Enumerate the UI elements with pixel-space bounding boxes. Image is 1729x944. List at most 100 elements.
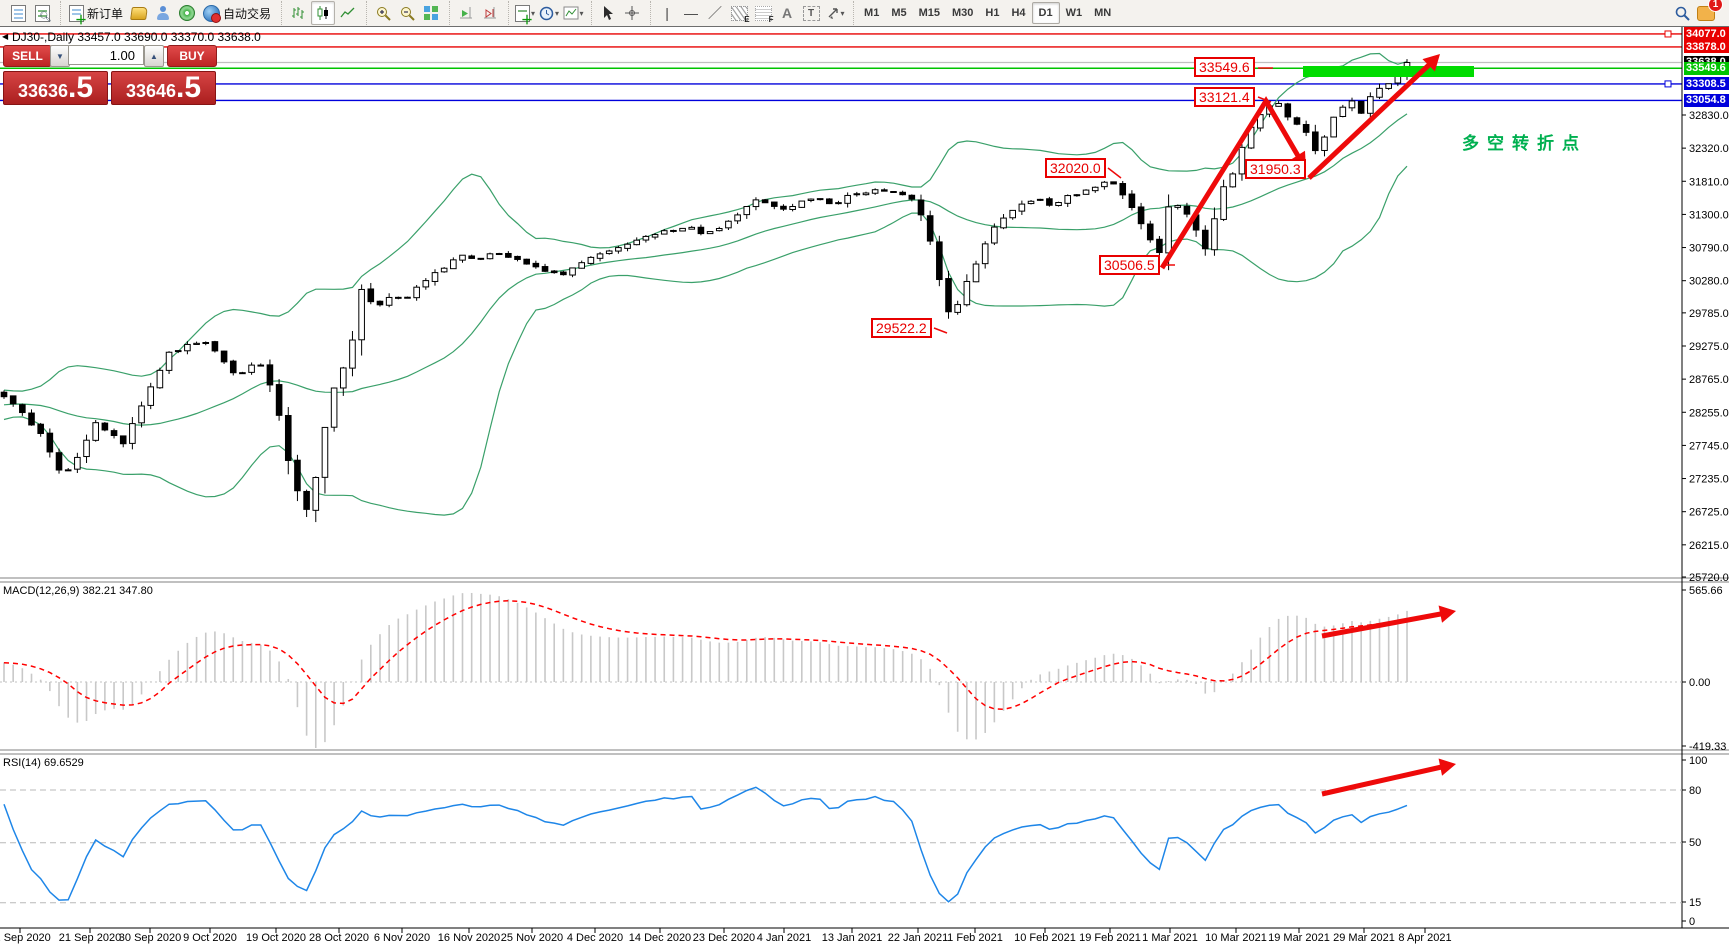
timeframe-m5[interactable]: M5 — [891, 7, 907, 19]
autotrade-label: 自动交易 — [223, 6, 272, 21]
zoom-in-button[interactable] — [372, 2, 394, 24]
new-order-button[interactable]: ＋ 新订单 — [66, 2, 126, 26]
line-chart-icon — [340, 7, 355, 18]
chart-window-icon[interactable] — [7, 2, 29, 24]
chart-preview-icon[interactable]: 🔍︎ — [31, 2, 53, 24]
window-collapse-icon[interactable]: ◀ — [2, 32, 9, 41]
price-annotation-box[interactable]: 29522.2 — [871, 318, 932, 338]
market-watch-icon[interactable] — [128, 2, 150, 24]
date-label: 19 Feb 2021 — [1079, 932, 1141, 944]
candlestick-chart-button[interactable] — [311, 1, 336, 25]
date-label: 14 Dec 2020 — [629, 932, 691, 944]
zoom-out-icon — [400, 6, 415, 21]
shapes-button[interactable]: ▾ — [824, 2, 846, 24]
signals-icon[interactable] — [176, 2, 198, 24]
indicators-button[interactable]: ＋ ▾ — [514, 2, 536, 26]
indicator-tick-label: 15 — [1689, 897, 1701, 909]
macd-arrow[interactable] — [1321, 610, 1447, 639]
price-level-badge: 33054.8 — [1684, 93, 1729, 107]
volume-up-button[interactable]: ▲ — [144, 45, 164, 67]
candlestick-chart-icon — [317, 6, 329, 20]
macd-signal-line — [3, 600, 1408, 711]
zoom-out-button[interactable] — [396, 2, 418, 24]
line-chart-button[interactable] — [337, 2, 359, 24]
date-label: 1 Mar 2021 — [1142, 932, 1198, 944]
date-label: 11 Sep 2020 — [0, 932, 51, 944]
price-annotation-box[interactable]: 33121.4 — [1194, 87, 1255, 107]
vertical-line-button[interactable]: | — [665, 5, 669, 21]
fibonacci-icon: F — [754, 5, 774, 24]
timeframe-m15[interactable]: M15 — [918, 7, 940, 19]
buy-price-frac: .5 — [176, 71, 202, 104]
price-tick-label: 26215.0 — [1689, 540, 1729, 552]
price-level-badge: 34077.0 — [1684, 27, 1729, 41]
chart-window[interactable]: 32830.0 32320.0 31810.0 31300.0 30790.0 30280… — [0, 27, 1729, 944]
chart-shift-icon — [484, 7, 497, 19]
buy-button[interactable]: BUY — [167, 45, 217, 67]
channel-button[interactable]: E — [728, 2, 750, 24]
date-label: 25 Nov 2020 — [501, 932, 563, 944]
timeframe-mn[interactable]: MN — [1094, 7, 1112, 19]
price-annotation-box[interactable]: 33549.6 — [1194, 57, 1255, 77]
clock-icon — [539, 6, 554, 20]
autotrade-button[interactable]: 自动交易 — [200, 2, 274, 24]
timeframe-d1[interactable]: D1 — [1031, 2, 1060, 24]
bar-chart-button[interactable] — [287, 2, 309, 24]
volume-input[interactable]: 1.00 — [68, 45, 144, 65]
date-label: 23 Dec 2020 — [693, 932, 755, 944]
buy-price-main: 33646 — [125, 81, 177, 101]
price-annotation-box[interactable]: 30506.5 — [1099, 255, 1160, 275]
annotation-connector — [933, 327, 948, 334]
green-band-annotation[interactable] — [1303, 66, 1474, 77]
timeframe-h4[interactable]: H4 — [1011, 7, 1026, 19]
bollinger-bands — [3, 52, 1408, 516]
trend-arrow-v[interactable] — [1159, 96, 1304, 270]
search-icon[interactable] — [1671, 2, 1693, 24]
buy-price-box[interactable]: 33646 .5 — [111, 71, 216, 105]
autoscroll-button[interactable] — [455, 2, 477, 24]
line-handle[interactable] — [1664, 30, 1672, 38]
rsi-arrow[interactable] — [1321, 763, 1447, 797]
notifications-button[interactable]: 1 — [1695, 0, 1723, 24]
templates-button[interactable]: ▾ — [562, 2, 584, 24]
price-annotation-box[interactable]: 32020.0 — [1045, 158, 1106, 178]
price-tick-label: 27745.0 — [1689, 440, 1729, 452]
date-label: 10 Mar 2021 — [1205, 932, 1267, 944]
fibonacci-button[interactable]: F — [752, 2, 774, 24]
trend-arrow-up[interactable] — [1307, 60, 1434, 180]
timeframe-m30[interactable]: M30 — [952, 7, 974, 19]
sell-price-box[interactable]: 33636 .5 — [3, 71, 108, 105]
price-tick-label: 32320.0 — [1689, 143, 1729, 155]
sell-button[interactable]: SELL — [3, 45, 52, 67]
date-label: 4 Dec 2020 — [567, 932, 623, 944]
macd-histogram — [3, 592, 1408, 749]
chart-canvas[interactable]: 32830.0 32320.0 31810.0 31300.0 30790.0 30280… — [0, 27, 1729, 944]
date-label: 1 Feb 2021 — [947, 932, 1003, 944]
cursor-button[interactable] — [597, 2, 619, 24]
tile-windows-button[interactable] — [420, 2, 442, 24]
shapes-icon — [828, 8, 838, 19]
community-icon[interactable] — [152, 2, 174, 24]
price-tick-label: 26725.0 — [1689, 507, 1729, 519]
candlestick-series — [0, 59, 1411, 523]
timeframe-w1[interactable]: W1 — [1065, 7, 1083, 19]
price-annotation-box[interactable]: 31950.3 — [1245, 159, 1306, 179]
crosshair-button[interactable] — [621, 2, 643, 24]
trendline-button[interactable]: ／ — [708, 5, 723, 21]
text-label-icon: T — [802, 5, 820, 21]
horizontal-line-button[interactable]: — — [684, 5, 699, 21]
timeframe-m1[interactable]: M1 — [864, 7, 880, 19]
volume-down-button[interactable]: ▼ — [50, 45, 70, 67]
sell-price-frac: .5 — [68, 71, 94, 104]
periods-button[interactable]: ▾ — [538, 2, 560, 24]
line-handle[interactable] — [1664, 80, 1672, 88]
chart-title: DJ30-,Daily 33457.0 33690.0 33370.0 3363… — [12, 30, 261, 44]
text-label-button[interactable]: T — [800, 2, 822, 24]
timeframe-h1[interactable]: H1 — [985, 7, 1000, 19]
price-tick-label: 28255.0 — [1689, 407, 1729, 419]
text-button[interactable]: A — [781, 5, 793, 21]
price-tick-label: 28765.0 — [1689, 374, 1729, 386]
date-label: 28 Oct 2020 — [309, 932, 369, 944]
sell-price-main: 33636 — [17, 81, 69, 101]
chart-shift-button[interactable] — [479, 2, 501, 24]
